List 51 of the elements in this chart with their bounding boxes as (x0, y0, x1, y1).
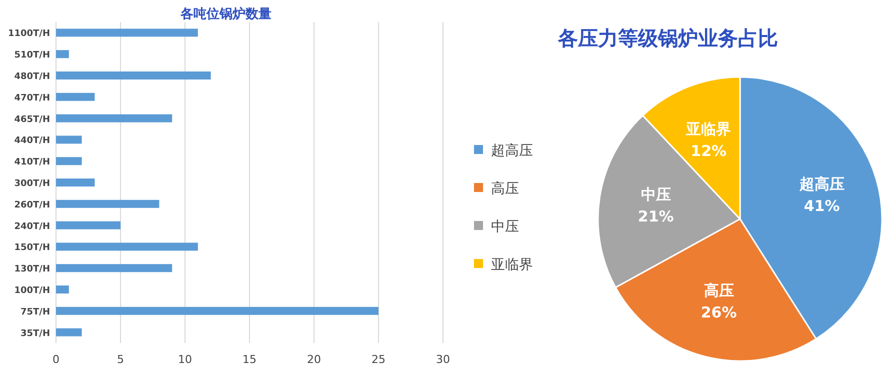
y-tick-label: 470T/H (14, 93, 50, 104)
slice-label: 超高压 (798, 175, 844, 194)
legend-label: 高压 (491, 181, 519, 197)
x-tick-label: 5 (117, 353, 124, 366)
y-tick-label: 410T/H (14, 158, 50, 168)
bar (56, 242, 198, 251)
y-tick-label: 260T/H (14, 200, 50, 210)
y-tick-label: 150T/H (14, 243, 50, 254)
y-tick-label: 100T/H (14, 286, 50, 296)
bar (56, 92, 95, 101)
bar (56, 306, 378, 315)
x-tick-label: 30 (436, 353, 450, 366)
data-label: 12% (690, 142, 727, 160)
y-tick-label: 240T/H (14, 222, 50, 232)
bar (56, 264, 172, 272)
bar (56, 178, 95, 186)
legend-label: 亚临界 (491, 257, 533, 273)
legend-label: 中压 (491, 219, 519, 235)
y-tick-label: 130T/H (14, 264, 50, 275)
chart-title: 各压力等级锅炉业务占比 (557, 26, 778, 50)
y-tick-label: 35T/H (20, 328, 50, 339)
y-tick-label: 75T/H (20, 307, 50, 318)
bar (56, 136, 82, 144)
bar (56, 28, 198, 37)
y-tick-label: 480T/H (14, 72, 50, 82)
bar (56, 157, 82, 166)
y-tick-label: 465T/H (14, 114, 50, 125)
slice-label: 中压 (640, 186, 671, 204)
data-label: 26% (700, 304, 737, 322)
bar (56, 114, 172, 122)
slice-label: 亚临界 (685, 120, 732, 138)
bar (56, 221, 120, 230)
x-tick-label: 0 (52, 353, 60, 366)
y-tick-label: 510T/H (14, 50, 50, 61)
bar (56, 328, 82, 336)
data-label: 41% (804, 197, 840, 216)
x-tick-label: 10 (178, 353, 192, 366)
x-tick-label: 25 (372, 353, 386, 366)
y-tick-label: 300T/H (14, 179, 50, 189)
y-tick-label: 1100T/H (8, 29, 50, 40)
chart-title: 各吨位锅炉数量 (180, 6, 272, 22)
x-tick-label: 15 (242, 353, 256, 366)
data-label: 21% (638, 208, 674, 226)
slice-label: 高压 (704, 282, 734, 300)
y-tick-label: 440T/H (14, 136, 50, 146)
bar (56, 72, 211, 80)
legend-label: 超高压 (491, 143, 533, 159)
bar (56, 200, 160, 208)
bar (56, 286, 69, 294)
bar (56, 50, 69, 58)
x-tick-label: 20 (307, 353, 321, 366)
